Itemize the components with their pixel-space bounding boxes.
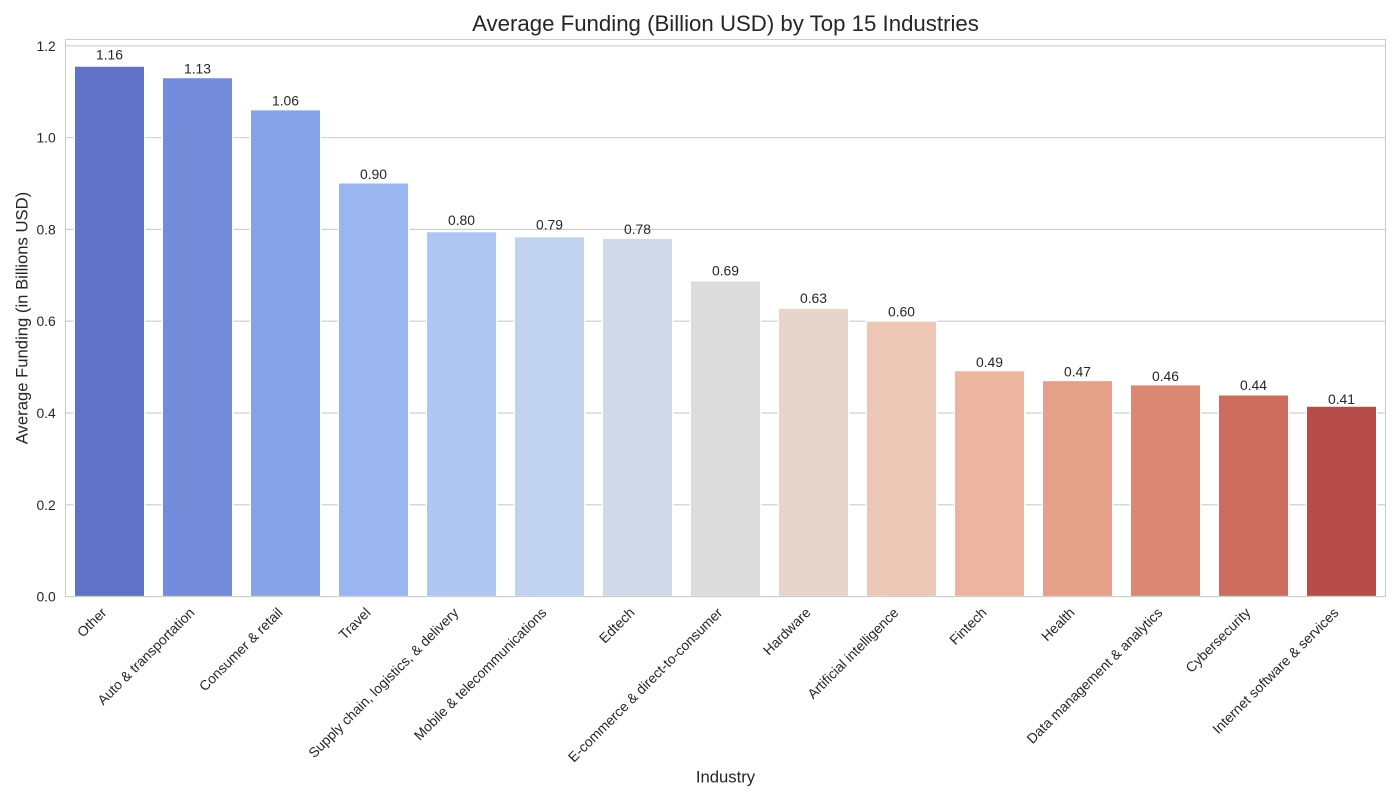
svg-text:0.2: 0.2 xyxy=(36,497,56,513)
svg-text:0.46: 0.46 xyxy=(1152,368,1179,384)
svg-text:0.78: 0.78 xyxy=(624,221,651,237)
svg-text:0.49: 0.49 xyxy=(976,354,1003,370)
svg-text:0.80: 0.80 xyxy=(448,212,475,228)
svg-text:0.44: 0.44 xyxy=(1240,377,1267,393)
svg-text:1.2: 1.2 xyxy=(36,38,56,54)
svg-text:0.47: 0.47 xyxy=(1064,363,1091,379)
svg-text:0.0: 0.0 xyxy=(36,589,56,605)
svg-text:0.90: 0.90 xyxy=(360,166,387,182)
svg-text:Average Funding (in Billions U: Average Funding (in Billions USD) xyxy=(12,192,31,444)
svg-text:1.13: 1.13 xyxy=(184,60,211,76)
svg-text:0.6: 0.6 xyxy=(36,313,56,329)
svg-text:0.8: 0.8 xyxy=(36,221,56,237)
svg-text:1.06: 1.06 xyxy=(272,93,299,109)
svg-text:0.79: 0.79 xyxy=(536,216,563,232)
svg-text:0.4: 0.4 xyxy=(36,405,56,421)
svg-text:Average Funding (Billion USD): Average Funding (Billion USD) by Top 15 … xyxy=(472,11,979,36)
svg-text:Industry: Industry xyxy=(696,768,756,787)
svg-text:0.60: 0.60 xyxy=(888,304,915,320)
svg-text:1.16: 1.16 xyxy=(96,47,123,63)
svg-text:1.0: 1.0 xyxy=(36,130,56,146)
svg-text:0.69: 0.69 xyxy=(712,262,739,278)
svg-text:0.63: 0.63 xyxy=(800,290,827,306)
svg-text:0.41: 0.41 xyxy=(1328,391,1355,407)
